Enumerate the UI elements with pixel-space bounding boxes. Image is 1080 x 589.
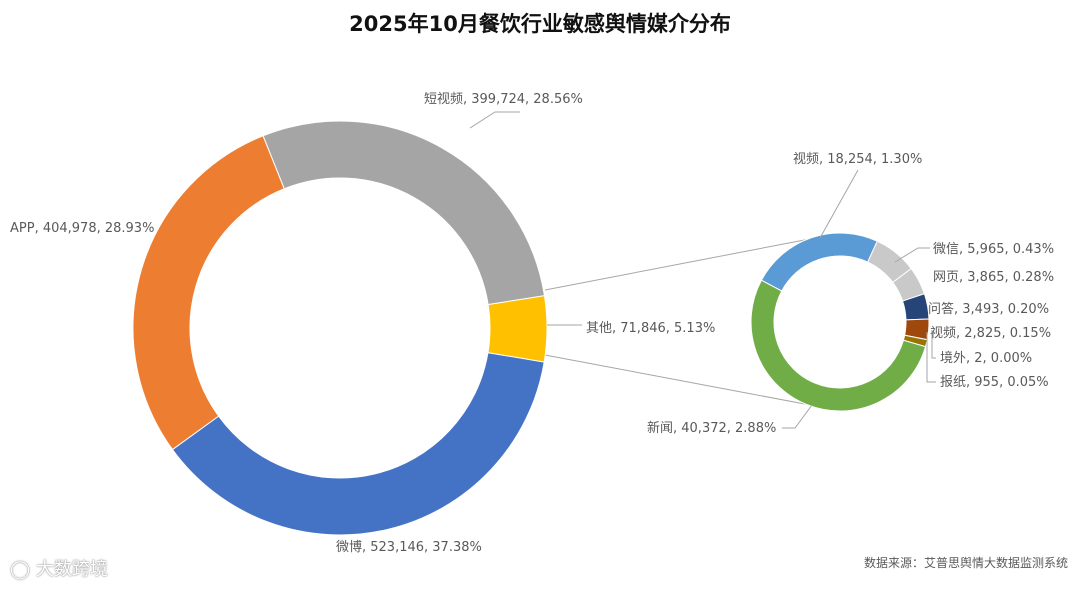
slice-短视频	[262, 120, 546, 306]
leader-line	[931, 330, 936, 359]
logo: ◯ 大数跨境	[10, 559, 108, 580]
slice-APP	[132, 135, 285, 451]
data-label: 境外, 2, 0.00%	[940, 351, 1032, 366]
data-label: 短视频, 399,724, 28.56%	[424, 92, 583, 107]
logo-text: 大数跨境	[35, 559, 108, 580]
leader-line	[926, 332, 936, 383]
slice-新闻	[750, 279, 927, 412]
slice-微博	[171, 352, 545, 536]
data-label: 视频, 18,254, 1.30%	[793, 152, 922, 167]
data-label: 视频, 2,825, 0.15%	[930, 326, 1051, 341]
data-label: 报纸, 955, 0.05%	[940, 375, 1049, 390]
data-source: 数据来源：艾普思舆情大数据监测系统	[863, 556, 1068, 570]
data-label: 新闻, 40,372, 2.88%	[647, 420, 776, 436]
data-label: APP, 404,978, 28.93%	[10, 221, 154, 236]
slice-其他	[487, 295, 548, 363]
data-label: 问答, 3,493, 0.20%	[928, 301, 1049, 317]
leader-line	[782, 404, 813, 429]
slice-视频	[760, 232, 878, 292]
data-label: 网页, 3,865, 0.28%	[933, 270, 1054, 285]
leader-line	[819, 169, 859, 239]
leader-line	[469, 111, 520, 129]
data-label: 其他, 71,846, 5.13%	[586, 321, 715, 336]
data-label: 微博, 523,146, 37.38%	[336, 540, 482, 555]
chart-title: 2025年10月餐饮行业敏感舆情媒介分布	[349, 12, 731, 36]
connector-line	[544, 354, 811, 406]
leader-line	[894, 247, 930, 263]
connector-line	[544, 236, 821, 291]
data-label: 微信, 5,965, 0.43%	[933, 242, 1054, 257]
